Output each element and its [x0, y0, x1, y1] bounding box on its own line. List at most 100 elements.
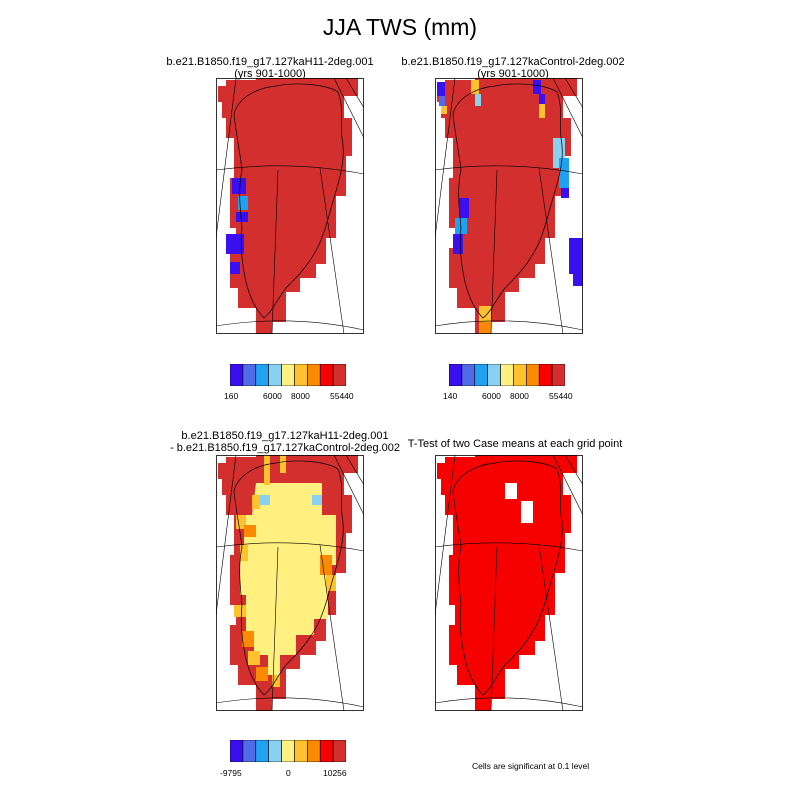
- significance-footnote: Cells are significant at 0.1 level: [472, 761, 590, 771]
- latitude-line: [435, 542, 583, 552]
- longitude-line: [271, 546, 279, 711]
- cb1-label-b: 8000: [291, 391, 310, 401]
- not-significant-cell: [505, 483, 517, 499]
- colorbar-box: [255, 740, 269, 762]
- difference-cell: [260, 495, 270, 505]
- longitude-line: [564, 78, 583, 109]
- map-frame: [216, 455, 364, 711]
- latitude-line: [216, 697, 364, 708]
- colorbar-box: [487, 364, 501, 386]
- significant-cells: [437, 455, 577, 711]
- difference-cell: [326, 575, 336, 591]
- cb3-label-max: 10256: [323, 768, 347, 778]
- coastline: [452, 460, 563, 696]
- difference-cell: [280, 455, 286, 473]
- tws-cell: [459, 198, 469, 218]
- colorbar-box: [332, 364, 346, 386]
- tws-cell: [559, 158, 569, 188]
- colorbar-box: [538, 364, 553, 386]
- panel1-title-line1: b.e21.B1850.f19_g17.127kaH11-2deg.001: [166, 56, 374, 68]
- colorbar-box: [230, 364, 244, 386]
- tws-cell: [475, 94, 481, 106]
- colorbar-case2: [449, 364, 565, 386]
- colorbar-box: [294, 740, 308, 762]
- colorbar-box: [449, 364, 463, 386]
- tws-field: [437, 78, 577, 334]
- longitude-line: [435, 78, 456, 239]
- map-frame: [435, 455, 583, 711]
- tws-low-cell: [226, 234, 244, 254]
- graticule: [216, 455, 364, 711]
- panel2-title: b.e21.B1850.f19_g17.127kaControl-2deg.00…: [388, 56, 638, 80]
- longitude-line: [216, 455, 237, 616]
- map-panel-case2: [435, 78, 583, 334]
- graticule: [435, 78, 583, 334]
- tws-cell: [471, 80, 479, 94]
- longitude-line: [216, 78, 237, 239]
- colorbar-box: [332, 740, 346, 762]
- tws-cell: [479, 306, 491, 322]
- longitude-line: [490, 169, 498, 334]
- tws-cell: [533, 80, 541, 94]
- colorbar-box: [551, 364, 565, 386]
- colorbar-box: [242, 364, 257, 386]
- difference-cell: [264, 455, 270, 485]
- difference-cell: [244, 525, 256, 537]
- coastline: [452, 83, 563, 319]
- tws-cell: [441, 106, 447, 114]
- panel2-title-line1: b.e21.B1850.f19_g17.127kaControl-2deg.00…: [401, 56, 625, 68]
- tws-low-cell: [232, 178, 246, 194]
- colorbar-box: [461, 364, 476, 386]
- colorbar-box: [319, 740, 334, 762]
- panel3-title: b.e21.B1850.f19_g17.127kaH11-2deg.001 - …: [160, 430, 410, 454]
- longitude-line: [538, 544, 564, 711]
- cb3-label-zero: 0: [286, 768, 291, 778]
- tws-field: [218, 78, 358, 334]
- colorbar-box: [268, 364, 282, 386]
- latitude-line: [216, 165, 364, 175]
- colorbar-box: [281, 364, 295, 386]
- colorbar-box: [230, 740, 244, 762]
- colorbar-box: [294, 364, 308, 386]
- difference-cell: [256, 667, 268, 681]
- difference-cell: [240, 545, 248, 561]
- panel1-title: b.e21.B1850.f19_g17.127kaH11-2deg.001 (y…: [145, 56, 395, 80]
- tws-cell: [437, 82, 445, 96]
- difference-near-zero: [240, 483, 336, 675]
- tws-cell: [573, 274, 583, 286]
- latitude-line: [435, 165, 583, 175]
- longitude-line: [345, 455, 364, 486]
- tws-cell: [539, 104, 545, 118]
- longitude-line: [435, 455, 456, 616]
- graticule: [435, 455, 583, 711]
- cb1-label-a: 6000: [263, 391, 282, 401]
- latitude-line: [216, 542, 364, 552]
- latitude-line: [216, 320, 364, 331]
- cb2-label-min: 140: [443, 391, 458, 401]
- longitude-line: [552, 455, 583, 516]
- longitude-line: [319, 167, 345, 334]
- colorbar-case1: [230, 364, 346, 386]
- tws-cell: [539, 94, 545, 104]
- panel2-title-line2: (yrs 901-1000): [477, 68, 549, 80]
- graticule: [216, 78, 364, 334]
- colorbar-difference: [230, 740, 346, 762]
- longitude-line: [333, 455, 364, 516]
- map-panel-difference: [216, 455, 364, 711]
- colorbar-box: [268, 740, 282, 762]
- difference-cell: [234, 605, 246, 617]
- panel4-title-line1: T-Test of two Case means at each grid po…: [407, 438, 623, 450]
- colorbar-box: [242, 740, 257, 762]
- map-panel-ttest: [435, 455, 583, 711]
- coastline: [233, 83, 344, 319]
- colorbar-box: [255, 364, 269, 386]
- latitude-line: [435, 697, 583, 708]
- colorbar-box: [513, 364, 527, 386]
- cb2-label-b: 8000: [510, 391, 529, 401]
- cb1-label-max: 55440: [330, 391, 354, 401]
- panel4-title: T-Test of two Case means at each grid po…: [390, 438, 640, 450]
- tws-cell: [569, 238, 583, 274]
- longitude-line: [271, 169, 279, 334]
- difference-cell: [272, 675, 280, 687]
- tws-cell: [479, 322, 491, 334]
